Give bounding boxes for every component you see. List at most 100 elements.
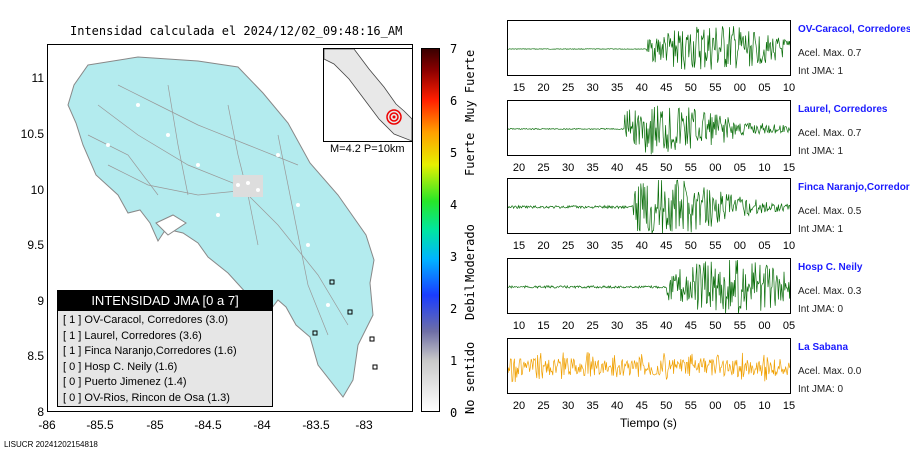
seismogram-trace xyxy=(507,100,791,156)
trace-tick: 10 xyxy=(758,162,771,174)
trace-tick: 20 xyxy=(512,162,526,174)
station-intensity: Int JMA: 0 xyxy=(798,304,844,315)
trace-tick: 35 xyxy=(586,162,599,174)
intensity-colorbar xyxy=(421,48,440,412)
station-intensity: Int JMA: 0 xyxy=(798,384,844,395)
trace-tick: 00 xyxy=(709,400,722,412)
legend-item: [ 1 ] Laurel, Corredores (3.6) xyxy=(63,329,202,342)
trace-tick: 10 xyxy=(782,240,796,252)
trace-tick: 30 xyxy=(611,320,624,332)
trace-tick: 35 xyxy=(611,240,624,252)
trace-tick: 40 xyxy=(611,400,624,412)
inset-caption: M=4.2 P=10km xyxy=(330,143,405,155)
station-intensity: Int JMA: 1 xyxy=(798,146,844,157)
colorbar-label: Muy Fuerte xyxy=(463,49,477,122)
y-tick: 8.5 xyxy=(27,349,44,363)
station-intensity: Int JMA: 1 xyxy=(798,66,844,77)
x-tick: -85.5 xyxy=(86,418,114,432)
colorbar-tick: 5 xyxy=(450,146,458,160)
x-tick: -85 xyxy=(146,418,164,432)
trace-tick: 40 xyxy=(635,240,648,252)
trace-tick-row: 20 25 30 35 40 45 50 55 00 05 10 15 xyxy=(507,400,795,414)
legend-item: [ 0 ] Puerto Jimenez (1.4) xyxy=(63,376,187,388)
station-name: Laurel, Corredores xyxy=(798,104,888,115)
costa-rica-map xyxy=(67,56,378,398)
x-tick: -83.5 xyxy=(302,418,330,432)
trace-tick: 45 xyxy=(660,82,673,94)
footer-id: LISUCR 20241202154818 xyxy=(4,440,98,449)
trace-tick: 45 xyxy=(684,320,697,332)
colorbar-tick: 2 xyxy=(450,302,458,316)
trace-tick: 15 xyxy=(782,162,796,174)
trace-tick: 40 xyxy=(635,82,648,94)
time-axis-label: Tiempo (s) xyxy=(620,416,677,430)
trace-tick: 25 xyxy=(537,162,550,174)
trace-tick: 00 xyxy=(733,82,747,94)
seismogram-trace xyxy=(507,20,791,76)
trace-tick-row: 15 20 25 30 35 40 45 50 55 00 05 10 xyxy=(507,240,795,254)
trace-tick: 45 xyxy=(660,240,673,252)
trace-tick: 05 xyxy=(733,400,747,412)
trace-tick: 25 xyxy=(537,400,550,412)
trace-tick: 50 xyxy=(660,162,673,174)
legend-title: INTENSIDAD JMA [0 a 7] xyxy=(58,291,272,311)
trace-tick-row: 20 25 30 35 40 45 50 55 00 05 10 15 xyxy=(507,162,795,176)
map-title: Intensidad calculada el 2024/12/02_09:48… xyxy=(70,24,403,38)
trace-tick: 55 xyxy=(684,162,697,174)
trace-tick: 05 xyxy=(758,82,771,94)
colorbar-label: Fuerte xyxy=(463,132,477,176)
legend-item: [ 1 ] OV-Caracol, Corredores (3.0) xyxy=(63,314,229,326)
trace-tick: 40 xyxy=(611,162,624,174)
station-dots xyxy=(106,103,330,307)
trace-tick: 25 xyxy=(561,240,575,252)
trace-tick: 05 xyxy=(782,320,796,332)
land-mass xyxy=(67,56,375,398)
y-tick: 8 xyxy=(37,405,44,419)
trace-tick: 55 xyxy=(733,320,747,332)
trace-tick: 25 xyxy=(586,320,599,332)
x-tick: -86 xyxy=(38,418,56,432)
trace-tick: 25 xyxy=(561,82,575,94)
station-name: OV-Caracol, Corredores xyxy=(798,24,910,35)
trace-tick: 50 xyxy=(709,320,722,332)
trace-tick: 45 xyxy=(635,400,648,412)
trace-tick: 10 xyxy=(512,320,526,332)
trace-tick: 20 xyxy=(561,320,575,332)
trace-tick: 55 xyxy=(684,400,697,412)
colorbar-label: Debil xyxy=(463,283,477,320)
trace-tick: 00 xyxy=(733,240,747,252)
colorbar-tick: 0 xyxy=(450,406,458,420)
trace-tick: 35 xyxy=(586,400,599,412)
station-accel: Acel. Max. 0.3 xyxy=(798,286,862,297)
station-squares xyxy=(312,279,378,370)
trace-tick: 50 xyxy=(684,82,697,94)
epicenter-icon xyxy=(386,109,402,125)
legend-item: [ 0 ] OV-Rios, Rincon de Osa (1.3) xyxy=(63,391,230,404)
colorbar-tick: 7 xyxy=(450,42,458,56)
y-tick: 9.5 xyxy=(27,238,44,252)
seismogram-trace xyxy=(507,178,791,234)
station-name: Finca Naranjo,Corredores xyxy=(798,182,910,193)
trace-tick: 15 xyxy=(537,320,550,332)
trace-tick: 15 xyxy=(512,240,526,252)
trace-tick: 50 xyxy=(660,400,673,412)
x-tick: -84 xyxy=(253,418,271,432)
trace-tick: 10 xyxy=(758,400,771,412)
trace-tick: 45 xyxy=(635,162,648,174)
trace-tick: 40 xyxy=(660,320,673,332)
inset-map xyxy=(323,48,413,142)
trace-tick: 30 xyxy=(561,162,575,174)
colorbar-tick: 3 xyxy=(450,250,458,264)
y-tick: 10 xyxy=(30,183,44,197)
intensity-legend: INTENSIDAD JMA [0 a 7] [ 1 ] OV-Caracol,… xyxy=(57,290,273,407)
station-accel: Acel. Max. 0.5 xyxy=(798,206,862,217)
station-accel: Acel. Max. 0.7 xyxy=(798,48,862,59)
trace-tick: 50 xyxy=(684,240,697,252)
colorbar-tick: 4 xyxy=(450,198,458,212)
seismogram-trace xyxy=(507,338,791,394)
station-name: Hosp C. Neily xyxy=(798,262,863,273)
y-tick: 11 xyxy=(31,71,44,85)
x-tick: -84.5 xyxy=(194,418,222,432)
trace-tick: 30 xyxy=(561,400,575,412)
trace-tick: 20 xyxy=(537,82,550,94)
